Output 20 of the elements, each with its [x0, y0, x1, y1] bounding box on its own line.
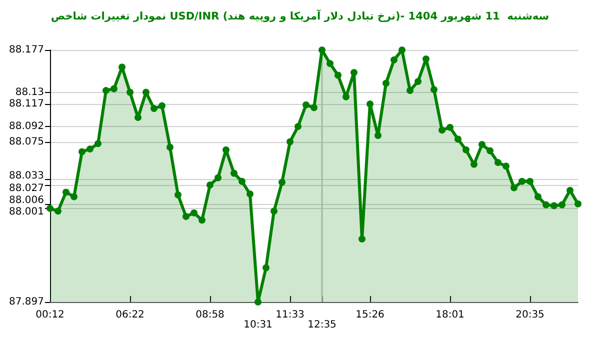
- y-tick-label: 87.897: [9, 296, 44, 308]
- x-tick-label: 12:35: [308, 320, 336, 330]
- x-tick-label: 15:26: [356, 310, 384, 320]
- y-tick-label: 88.033: [9, 170, 44, 182]
- y-tick-label: 88.027: [9, 183, 44, 194]
- x-tick-label: 00:12: [36, 310, 64, 320]
- chart-title: نمودار تغییرات شاخص USD/INR (نرخ تبادل دلار آمریکا و روپیه هند)- سه‌شنبه 11 شهریور 1404: [50, 8, 550, 22]
- x-tick-label: 20:35: [516, 310, 544, 320]
- x-tick-label: 08:58: [196, 310, 224, 320]
- x-tick-label: 18:01: [436, 310, 464, 320]
- y-tick-label: 88.001: [9, 206, 44, 218]
- x-tick-label: 06:22: [116, 310, 144, 320]
- y-tick-label: 88.075: [9, 136, 44, 148]
- y-tick-label: 88.177: [9, 44, 44, 56]
- x-tick-label: 11:33: [276, 310, 304, 320]
- y-tick-label: 88.13: [15, 86, 44, 98]
- y-tick-label: 88.092: [9, 121, 44, 132]
- y-tick-label: 88.117: [9, 98, 44, 110]
- x-tick-label: 10:31: [244, 320, 272, 330]
- y-tick-label: 88.006: [9, 194, 44, 206]
